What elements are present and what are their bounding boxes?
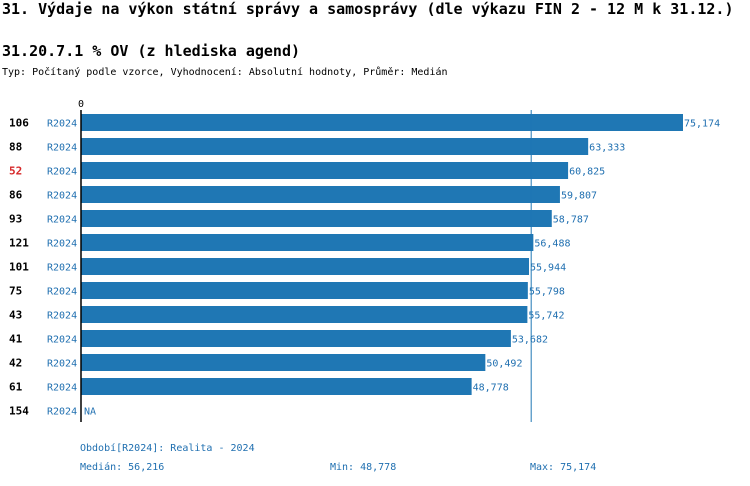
row-period-label: R2024 <box>47 263 77 274</box>
row-period-label: R2024 <box>47 407 77 418</box>
bar-value-label: 59,807 <box>561 191 597 202</box>
bar-value-label: 55,742 <box>528 311 564 322</box>
row-period-label: R2024 <box>47 119 77 130</box>
bar-value-label: 50,492 <box>486 359 522 370</box>
chart-title: 31. Výdaje na výkon státní správy a samo… <box>2 0 734 18</box>
chart-subtitle: 31.20.7.1 % OV (z hlediska agend) <box>2 42 301 60</box>
bar <box>81 282 528 299</box>
bar <box>81 306 528 323</box>
row-period-label: R2024 <box>47 335 77 346</box>
row-period-label: R2024 <box>47 191 77 202</box>
bar <box>81 234 534 251</box>
row-period-label: R2024 <box>47 215 77 226</box>
period-note: Období[R2024]: Realita - 2024 <box>80 443 255 454</box>
row-period-label: R2024 <box>47 287 77 298</box>
row-period-label: R2024 <box>47 239 77 250</box>
row-id-label: 52 <box>9 165 22 178</box>
row-period-label: R2024 <box>47 311 77 322</box>
bar <box>81 162 569 179</box>
bar-value-label: 60,825 <box>569 167 605 178</box>
bar <box>81 114 683 131</box>
bar <box>81 138 589 155</box>
min-summary: Min: 48,778 <box>330 462 397 473</box>
max-summary: Max: 75,174 <box>530 462 597 473</box>
row-id-label: 75 <box>9 285 22 298</box>
row-period-label: R2024 <box>47 143 77 154</box>
zero-tick-label: 0 <box>78 99 84 110</box>
bar <box>81 378 472 395</box>
median-summary: Medián: 56,216 <box>80 462 165 473</box>
bar-value-label: 55,798 <box>529 287 565 298</box>
bar-value-label: 58,787 <box>553 215 589 226</box>
chart-type-line: Typ: Počítaný podle vzorce, Vyhodnocení:… <box>2 67 448 78</box>
row-period-label: R2024 <box>47 167 77 178</box>
bar-value-label: 63,333 <box>589 143 625 154</box>
row-id-label: 86 <box>9 189 23 202</box>
row-period-label: R2024 <box>47 359 77 370</box>
bar <box>81 210 552 227</box>
row-id-label: 41 <box>9 333 23 346</box>
bar <box>81 354 486 371</box>
row-period-label: R2024 <box>47 383 77 394</box>
bar <box>81 330 511 347</box>
bar <box>81 186 560 203</box>
row-id-label: 61 <box>9 381 23 394</box>
row-id-label: 154 <box>9 405 29 418</box>
bar-value-label: 75,174 <box>684 119 720 130</box>
row-id-label: 88 <box>9 141 22 154</box>
row-id-label: 106 <box>9 117 29 130</box>
bar-value-label: 55,944 <box>530 263 566 274</box>
bar <box>81 258 530 275</box>
bar-value-label: 53,682 <box>512 335 548 346</box>
row-id-label: 43 <box>9 309 22 322</box>
bar-value-label: NA <box>84 407 96 418</box>
bar-value-label: 56,488 <box>534 239 570 250</box>
row-id-label: 121 <box>9 237 29 250</box>
row-id-label: 93 <box>9 213 22 226</box>
bar-value-label: 48,778 <box>473 383 509 394</box>
row-id-label: 42 <box>9 357 22 370</box>
row-id-label: 101 <box>9 261 29 274</box>
